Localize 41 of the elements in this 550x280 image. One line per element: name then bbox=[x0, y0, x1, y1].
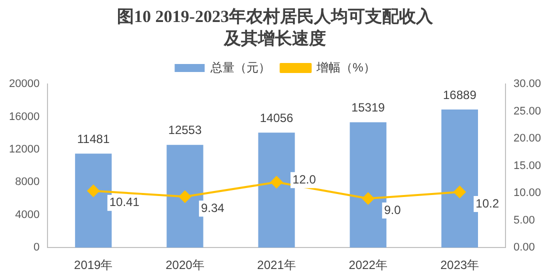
data-label: 10.41 bbox=[109, 195, 140, 210]
x-tick-label: 2023年 bbox=[440, 258, 480, 272]
legend-label: 总量（元） bbox=[210, 60, 271, 74]
y-tick-label: 16000 bbox=[8, 110, 40, 123]
bar bbox=[75, 154, 112, 248]
y2-tick-label: 0.00 bbox=[513, 242, 535, 254]
data-label: 10.2 bbox=[476, 196, 500, 210]
data-label: 14056 bbox=[260, 110, 294, 125]
y-tick-label: 8000 bbox=[15, 176, 40, 188]
data-label: 16889 bbox=[442, 88, 477, 102]
chart-title: 图10 2019-2023年农村居民人均可支配收入及其增长速度 bbox=[116, 6, 434, 50]
y2-tick-label: 20.00 bbox=[513, 132, 542, 145]
bar bbox=[441, 109, 478, 248]
x-tick-label: 2020年 bbox=[166, 258, 204, 272]
x-tick-label: 2019年 bbox=[74, 258, 113, 272]
bar bbox=[258, 132, 295, 248]
bar bbox=[350, 122, 386, 248]
y-tick-label: 4000 bbox=[15, 208, 40, 221]
point bbox=[454, 186, 466, 198]
data-label: 11481 bbox=[77, 132, 110, 146]
y-tick-label: 12000 bbox=[8, 143, 40, 156]
y2-tick-label: 10.00 bbox=[513, 187, 542, 200]
point bbox=[178, 190, 191, 203]
x-tick-label: 2022年 bbox=[348, 258, 388, 272]
point bbox=[87, 184, 100, 197]
data-label: 12553 bbox=[168, 123, 202, 138]
y2-tick-label: 25.00 bbox=[513, 105, 542, 118]
x-tick-label: 2021年 bbox=[257, 258, 296, 272]
data-label: 9.0 bbox=[384, 202, 402, 217]
data-label: 12.0 bbox=[292, 172, 316, 186]
y2-tick-label: 5.00 bbox=[513, 214, 535, 226]
y2-tick-label: 15.00 bbox=[513, 160, 542, 172]
bar bbox=[166, 144, 204, 248]
point bbox=[270, 176, 283, 188]
legend-label: 增幅（%） bbox=[316, 60, 376, 74]
y-tick-label: 20000 bbox=[8, 78, 40, 90]
data-label: 15319 bbox=[351, 100, 386, 115]
y-tick-label: 0 bbox=[33, 242, 40, 254]
data-label: 9.34 bbox=[200, 200, 225, 215]
point bbox=[362, 192, 374, 205]
y2-tick-label: 30.00 bbox=[513, 78, 542, 90]
